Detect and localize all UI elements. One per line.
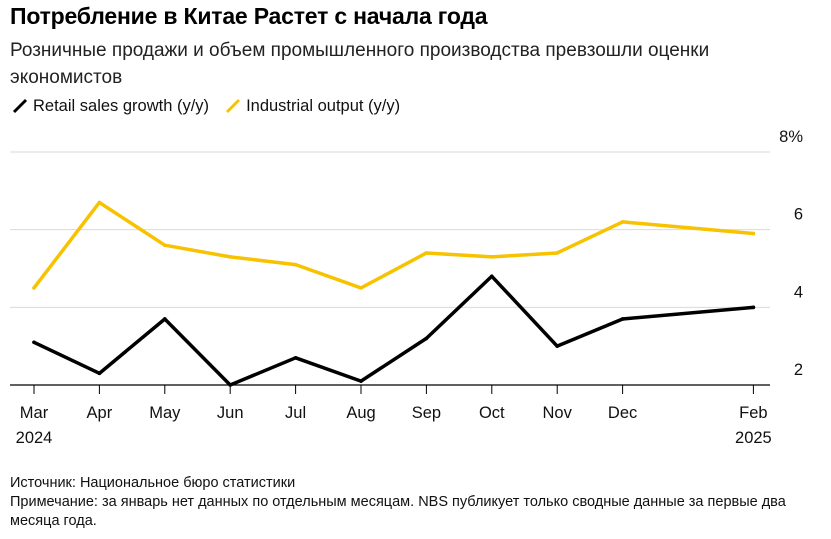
industrial-point-nov (555, 251, 559, 255)
industrial-legend-swatch-icon (226, 98, 241, 114)
x-tick-label-sep: Sep (412, 404, 441, 422)
legend-item-industrial: Industrial output (y/y) (223, 96, 400, 116)
industrial-point-mar (32, 286, 36, 290)
y-tick-label-6: 6 (794, 206, 803, 224)
source-note: Источник: Национальное бюро статистики (10, 475, 296, 491)
industrial-point-apr (97, 200, 102, 205)
line-chart: 2 4 6 8% Mar 2024 Apr May Jun Jul Aug Sep Oct Nov Dec F… (10, 128, 803, 447)
industrial-point-aug (359, 286, 363, 290)
industrial-point-feb (751, 231, 756, 236)
x-tick-label-jun: Jun (217, 404, 244, 422)
industrial-point-jul (293, 262, 298, 267)
industrial-point-sep (424, 251, 429, 255)
retail-legend-swatch-icon (12, 98, 28, 114)
chart-notes: Источник: Национальное бюро статистики П… (10, 474, 820, 531)
retail-point-nov (555, 344, 559, 348)
x-year-label-2024: 2024 (16, 429, 53, 447)
legend-label-retail: Retail sales growth (y/y) (33, 96, 210, 115)
industrial-point-oct (490, 255, 494, 259)
x-tick-label-oct: Oct (479, 404, 505, 422)
retail-point-apr (97, 371, 102, 376)
industrial-point-jun (228, 255, 232, 259)
retail-point-jul (293, 356, 298, 360)
x-tick-label-dec: Dec (608, 404, 637, 422)
x-tick-label-mar: Mar (20, 404, 49, 422)
legend-item-retail: Retail sales growth (y/y) (10, 96, 209, 116)
legend: Retail sales growth (y/y) Industrial out… (10, 96, 414, 116)
industrial-point-dec (620, 220, 625, 224)
y-tick-label-2: 2 (794, 361, 803, 379)
legend-label-industrial: Industrial output (y/y) (246, 96, 401, 115)
y-tick-label-4: 4 (794, 283, 803, 301)
x-tick-label-nov: Nov (543, 404, 573, 422)
x-year-label-2025: 2025 (735, 429, 772, 447)
x-tick-label-may: May (149, 404, 181, 422)
retail-point-sep (424, 336, 429, 341)
chart-title: Потребление в Китае Растет с начала года (10, 3, 488, 29)
retail-point-dec (620, 317, 625, 321)
x-tick-label-apr: Apr (87, 404, 113, 422)
retail-point-aug (359, 379, 363, 383)
y-tick-label-8: 8% (779, 128, 803, 146)
x-tick-label-aug: Aug (346, 404, 375, 422)
x-tick-label-jul: Jul (285, 404, 306, 422)
retail-point-jun (228, 383, 232, 387)
retail-point-feb (751, 305, 756, 310)
chart-subtitle: Розничные продажи и объем промышленного … (10, 40, 710, 88)
footnote: Примечание: за январь нет данных по отде… (10, 494, 786, 529)
industrial-point-may (163, 243, 167, 247)
retail-sales-line (32, 274, 756, 387)
retail-point-may (163, 317, 167, 321)
retail-point-oct (490, 274, 494, 279)
industrial-output-line (32, 200, 756, 290)
x-tick-label-feb: Feb (739, 404, 767, 422)
retail-point-mar (32, 340, 36, 345)
